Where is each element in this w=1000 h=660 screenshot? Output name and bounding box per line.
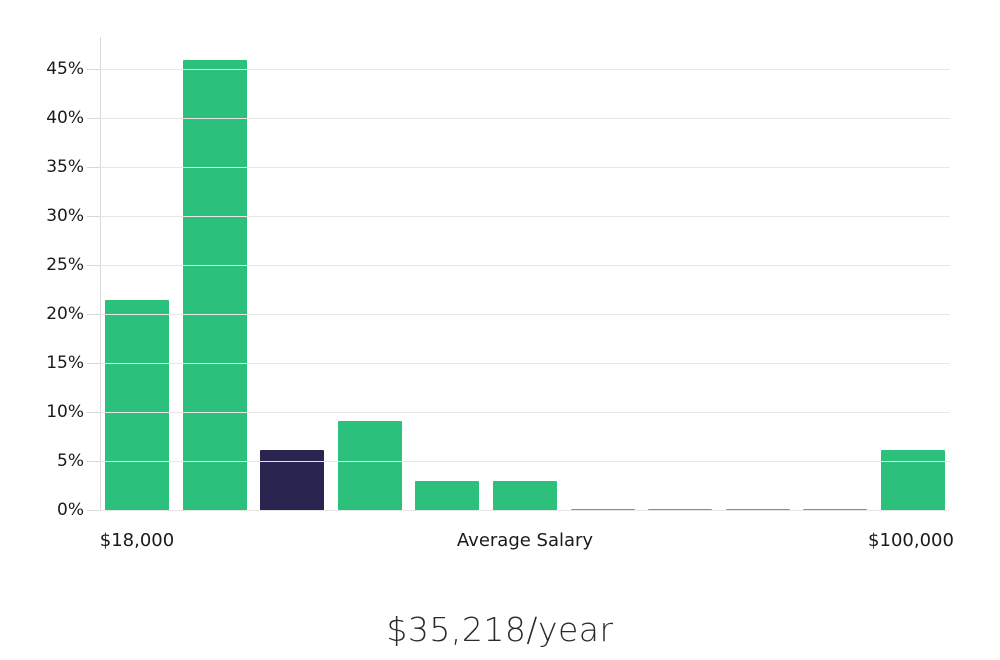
y-axis-label: 15% (46, 353, 84, 373)
histogram-bar (880, 450, 945, 511)
y-axis-label: 30% (46, 206, 84, 226)
histogram-bar (337, 420, 402, 511)
y-axis-tick (87, 461, 100, 462)
plot-area: 0% 5% 10% 15% 20% 25% 30% 35% 40% 45% (46, 37, 950, 519)
y-axis-label: 40% (46, 108, 84, 128)
gridline (100, 265, 950, 266)
y-axis-tick (87, 510, 100, 511)
gridline (100, 69, 950, 70)
gridline (100, 363, 950, 364)
y-axis-label: 45% (46, 59, 84, 79)
gridline (100, 314, 950, 315)
gridline (100, 167, 950, 168)
y-axis-tick (87, 69, 100, 70)
y-axis-label: 25% (46, 255, 84, 275)
y-axis-line (100, 37, 101, 511)
y-axis-tick (87, 412, 100, 413)
y-axis-label: 0% (57, 500, 84, 520)
y-axis-tick (87, 118, 100, 119)
y-axis-tick (87, 216, 100, 217)
y-axis-tick (87, 167, 100, 168)
x-axis-label-max: $100,000 (868, 530, 954, 551)
histogram-bar (492, 480, 557, 511)
gridline (100, 118, 950, 119)
histogram-bar (182, 60, 247, 511)
gridline (100, 461, 950, 462)
y-axis-tick (87, 265, 100, 266)
histogram-bar (415, 480, 480, 511)
gridline (100, 510, 950, 511)
y-axis-label: 20% (46, 304, 84, 324)
gridline (100, 412, 950, 413)
y-axis-tick (87, 363, 100, 364)
x-axis-label-min: $18,000 (99, 530, 175, 551)
x-axis-title: Average Salary (456, 530, 594, 551)
histogram-bar (105, 300, 169, 511)
y-axis-label: 5% (57, 451, 84, 471)
gridline (100, 216, 950, 217)
y-axis-tick (87, 314, 100, 315)
y-axis-label: 10% (46, 402, 84, 422)
chart-title: $35,218/year (386, 610, 614, 649)
y-axis-label: 35% (46, 157, 84, 177)
histogram-bar-highlighted (260, 450, 325, 511)
bars-container (105, 37, 945, 511)
